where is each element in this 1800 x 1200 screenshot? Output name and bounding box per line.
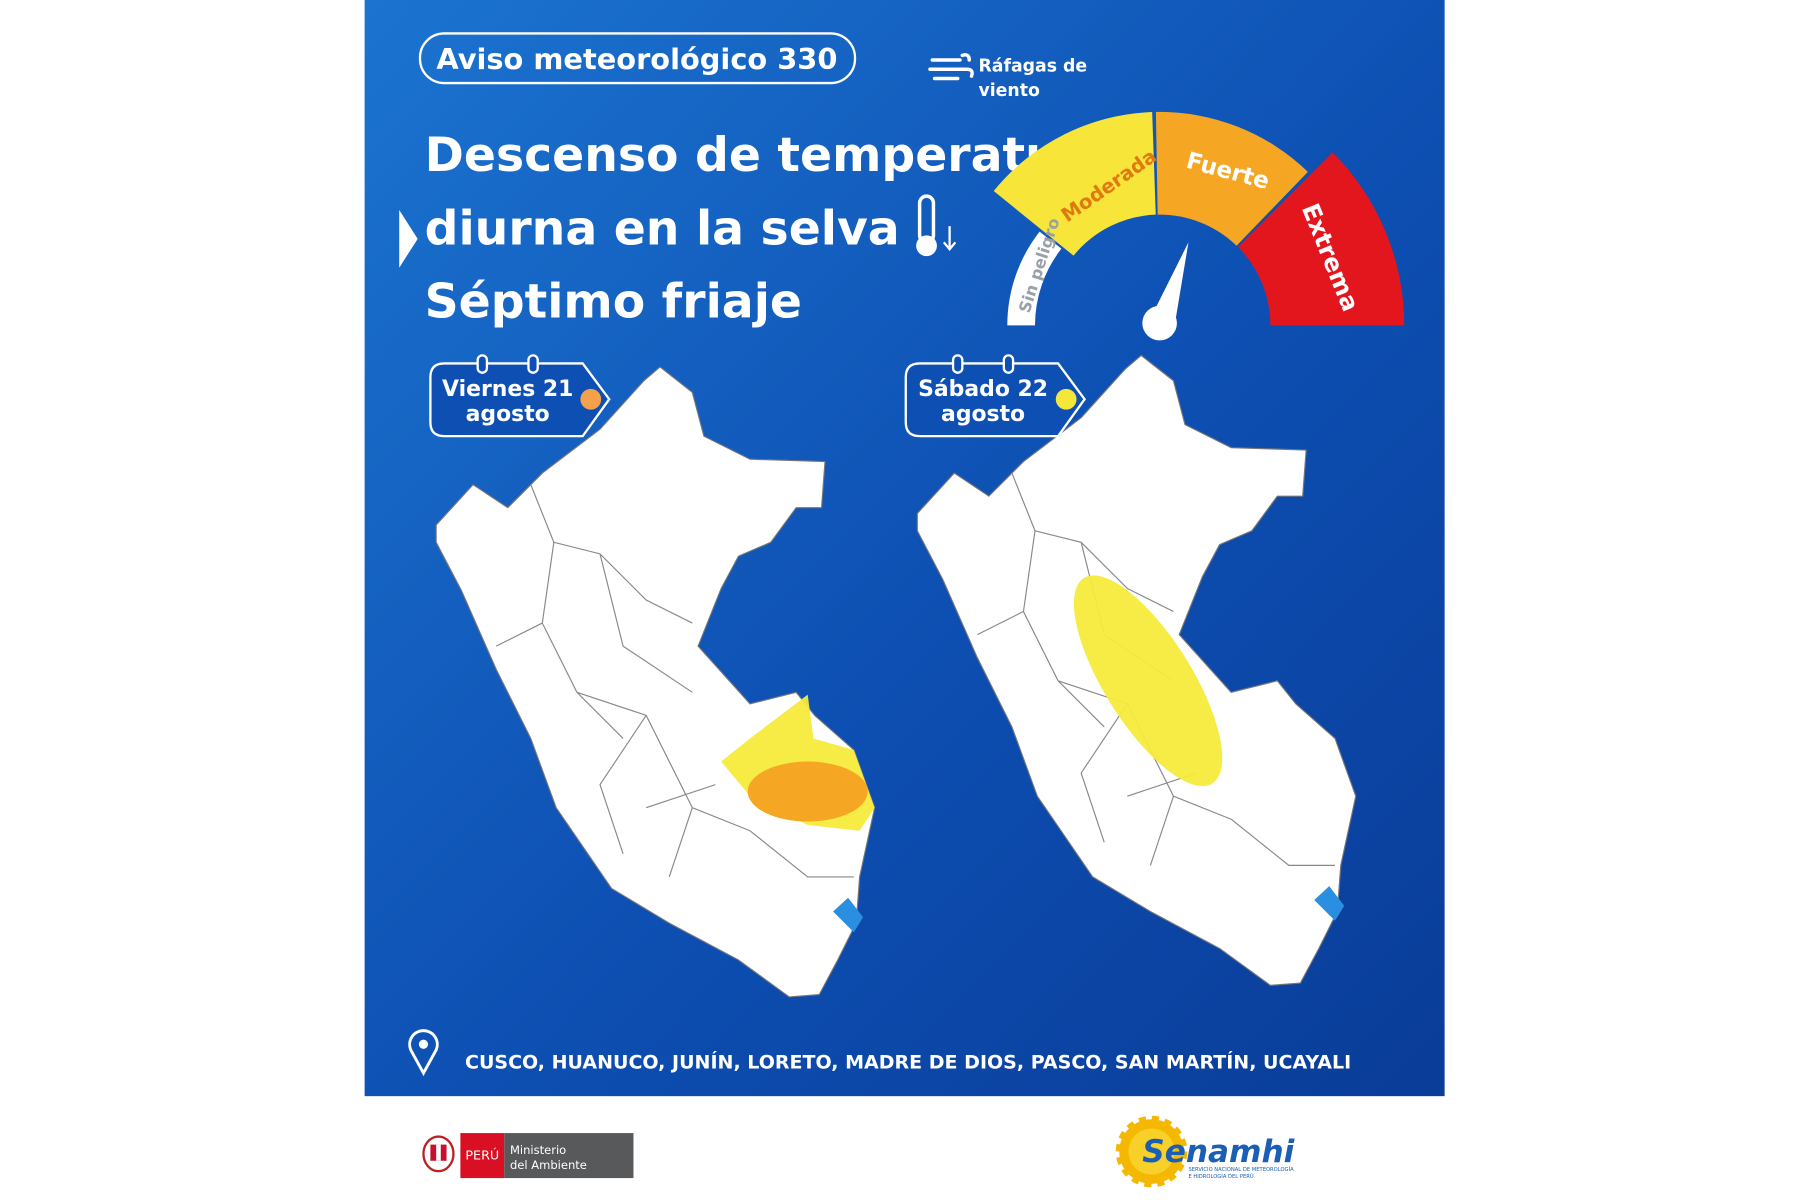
alert-strong bbox=[747, 761, 868, 822]
map-friday bbox=[435, 366, 876, 998]
shape bbox=[942, 226, 957, 252]
segment-strong bbox=[1155, 111, 1308, 246]
shape bbox=[951, 354, 964, 374]
wind-icon bbox=[928, 53, 974, 81]
headline: Séptimo friaje bbox=[425, 274, 802, 329]
shape bbox=[916, 235, 937, 257]
peru-box bbox=[460, 1133, 505, 1179]
date-day: Viernes 21 bbox=[442, 377, 573, 402]
date-badge bbox=[429, 354, 611, 438]
date-month: agosto bbox=[941, 402, 1025, 427]
ministry-line: Ministerio bbox=[510, 1143, 566, 1157]
shape bbox=[476, 354, 489, 374]
hazard-line: viento bbox=[978, 81, 1040, 101]
regions: CUSCO, HUANUCO, JUNÍN, LORETO, MADRE DE … bbox=[465, 1050, 1351, 1073]
peru-shield bbox=[422, 1135, 455, 1173]
date-month: agosto bbox=[466, 402, 550, 427]
alert-moderate bbox=[1073, 575, 1223, 787]
segment-moderate bbox=[993, 112, 1156, 256]
map-saturday bbox=[916, 354, 1357, 986]
headline: Descenso de temperatura bbox=[425, 128, 1114, 183]
shape bbox=[429, 362, 611, 438]
country: PERÚ bbox=[465, 1148, 499, 1163]
shape bbox=[904, 362, 1087, 438]
shape bbox=[408, 1029, 439, 1077]
shape bbox=[527, 354, 539, 374]
lake bbox=[1314, 886, 1345, 921]
shape bbox=[1128, 1128, 1175, 1175]
shape bbox=[580, 388, 602, 410]
shape bbox=[1055, 388, 1077, 410]
agency-full: E HIDROLOGÍA DEL PERÚ bbox=[1188, 1173, 1253, 1180]
needle bbox=[1148, 242, 1189, 326]
date-day: Sábado 22 bbox=[918, 377, 1048, 402]
date-badge bbox=[904, 354, 1087, 438]
senamhi-sun bbox=[1115, 1115, 1188, 1188]
thermometer-icon bbox=[916, 194, 957, 257]
title-pill bbox=[418, 32, 857, 85]
location-pin bbox=[408, 1029, 439, 1077]
shape bbox=[418, 1039, 429, 1049]
needle-hub bbox=[1142, 305, 1177, 341]
agency-full: SERVICIO NACIONAL DE METEOROLOGÍA bbox=[1188, 1166, 1294, 1173]
ministry-line: del Ambiente bbox=[510, 1158, 587, 1172]
ministry-box bbox=[504, 1133, 634, 1179]
headline: diurna en la selva bbox=[425, 202, 900, 257]
hazard-line: Ráfagas de bbox=[978, 57, 1087, 77]
shape bbox=[436, 1144, 441, 1161]
gauge bbox=[993, 111, 1405, 326]
title: Aviso meteorológico 330 bbox=[436, 42, 837, 76]
segment-extreme bbox=[1237, 152, 1405, 326]
lake bbox=[833, 897, 864, 933]
shape bbox=[1002, 354, 1015, 374]
arrow bbox=[399, 210, 418, 268]
segment-none bbox=[1007, 231, 1062, 326]
shape bbox=[928, 53, 974, 81]
agency: Senamhi bbox=[1142, 1134, 1295, 1170]
